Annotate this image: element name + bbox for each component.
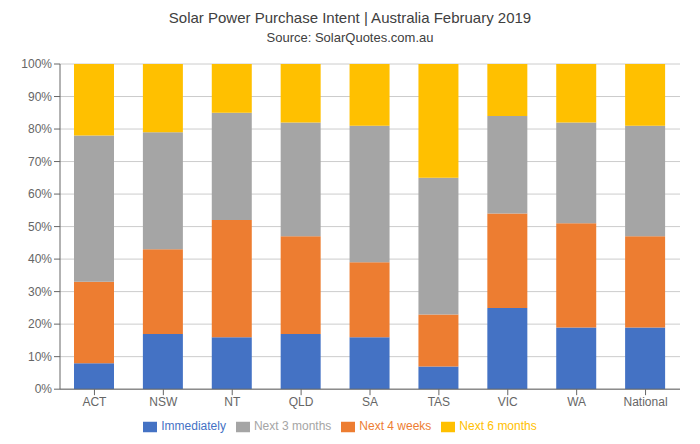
svg-text:NT: NT [224,395,241,409]
svg-text:40%: 40% [28,252,52,266]
svg-text:National: National [624,395,668,409]
svg-text:80%: 80% [28,122,52,136]
svg-text:SA: SA [362,395,378,409]
html-text:Solar Power Purchase Intent |: Solar Power Purchase Intent | Australia … [168,9,532,26]
svg-text:WA: WA [567,395,586,409]
svg-text:70%: 70% [28,155,52,169]
svg-text:0%: 0% [35,382,53,396]
svg-text:QLD: QLD [289,395,314,409]
svg-text:NSW: NSW [149,395,178,409]
html-text:Next 3 months: Next 3 months [254,419,332,434]
svg-text:100%: 100% [21,57,52,71]
html-text:Immediately: Immediately [161,419,226,434]
svg-text:10%: 10% [28,350,52,364]
html-text:Next 4 weeks: Next 4 weeks [359,419,432,434]
svg-text:50%: 50% [28,220,52,234]
svg-text:90%: 90% [28,90,52,104]
svg-text:60%: 60% [28,187,52,201]
html-text:Source: SolarQuotes.com.au: Source: SolarQuotes.com.au [266,30,434,45]
svg-text:ACT: ACT [82,395,107,409]
svg-text:30%: 30% [28,285,52,299]
html-text:Next 6 months: Next 6 months [459,419,537,434]
svg-text:20%: 20% [28,317,52,331]
svg-text:VIC: VIC [498,395,518,409]
svg-text:TAS: TAS [428,395,450,409]
